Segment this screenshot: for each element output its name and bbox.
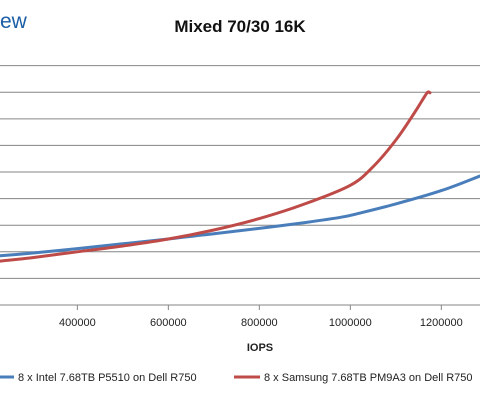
series-line-0	[0, 174, 480, 258]
logo-text: ew	[0, 10, 28, 33]
x-tick-label-3: 1000000	[329, 317, 372, 329]
x-ticks: 400000 600000 800000 1000000 1200000	[59, 305, 463, 329]
series-lines	[0, 90, 480, 263]
x-tick-label-4: 1200000	[420, 317, 463, 329]
chart-title: Mixed 70/30 16K	[174, 17, 306, 36]
x-tick-label-1: 600000	[150, 317, 187, 329]
x-axis-title: IOPS	[247, 342, 273, 354]
series-line-1	[0, 90, 432, 263]
x-tick-label-2: 800000	[241, 317, 278, 329]
legend-label-0: 8 x Intel 7.68TB P5510 on Dell R750	[18, 372, 197, 384]
legend-label-1: 8 x Samsung 7.68TB PM9A3 on Dell R750	[264, 372, 473, 384]
legend: 8 x Intel 7.68TB P5510 on Dell R750 8 x S…	[0, 372, 473, 384]
x-tick-label-0: 400000	[59, 317, 96, 329]
